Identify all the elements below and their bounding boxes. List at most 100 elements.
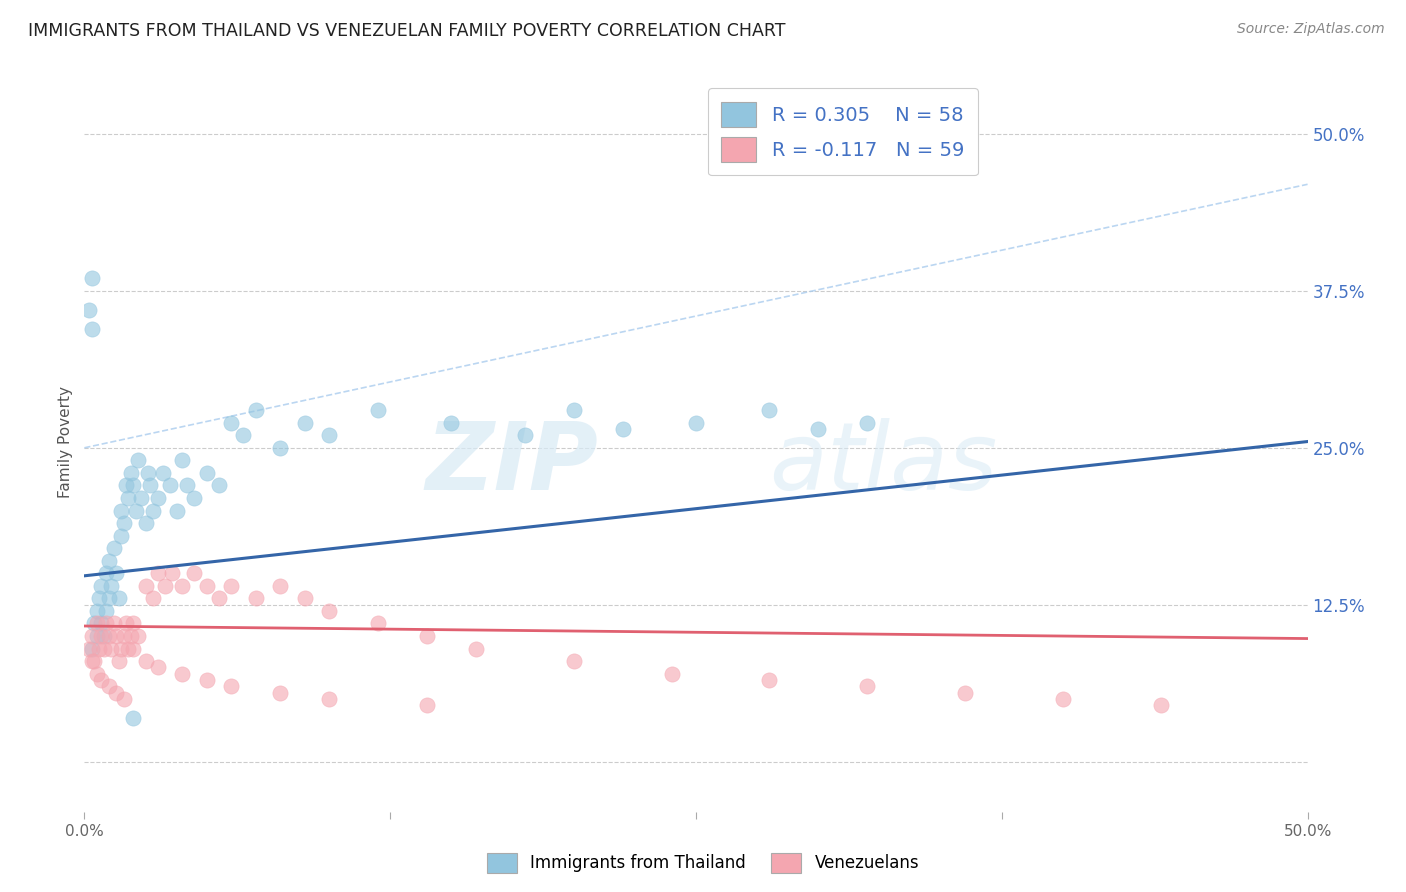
Point [122, 616, 145, 631]
Point [318, 604, 340, 618]
Point [129, 491, 152, 505]
Point [146, 660, 169, 674]
Point [856, 679, 879, 693]
Point [269, 579, 291, 593]
Point [100, 641, 122, 656]
Point [96, 566, 118, 581]
Point [122, 641, 145, 656]
Point [195, 673, 218, 687]
Point [685, 416, 707, 430]
Point [219, 679, 242, 693]
Legend: Immigrants from Thailand, Venezuelans: Immigrants from Thailand, Venezuelans [481, 847, 925, 880]
Point [112, 629, 135, 643]
Point [464, 641, 486, 656]
Point [135, 516, 157, 530]
Point [117, 491, 139, 505]
Point [807, 422, 830, 436]
Point [127, 453, 149, 467]
Point [294, 591, 316, 606]
Point [142, 503, 165, 517]
Point [80, 321, 103, 335]
Point [135, 579, 157, 593]
Point [120, 629, 142, 643]
Point [77, 302, 100, 317]
Point [152, 466, 174, 480]
Point [86, 666, 108, 681]
Point [110, 641, 132, 656]
Point [142, 591, 165, 606]
Point [86, 616, 108, 631]
Point [97, 679, 120, 693]
Text: atlas: atlas [769, 418, 998, 509]
Point [125, 503, 148, 517]
Point [105, 629, 128, 643]
Point [80, 271, 103, 285]
Text: ZIP: ZIP [425, 417, 598, 509]
Point [440, 416, 463, 430]
Point [120, 466, 142, 480]
Point [562, 654, 585, 668]
Point [115, 616, 138, 631]
Point [90, 579, 112, 593]
Point [77, 641, 100, 656]
Point [80, 654, 103, 668]
Point [758, 673, 780, 687]
Point [136, 466, 159, 480]
Point [107, 654, 129, 668]
Point [110, 529, 132, 543]
Point [110, 503, 132, 517]
Point [93, 641, 115, 656]
Point [97, 629, 120, 643]
Point [103, 616, 125, 631]
Point [269, 685, 291, 699]
Point [318, 691, 340, 706]
Point [90, 629, 112, 643]
Point [245, 403, 267, 417]
Point [86, 604, 108, 618]
Point [96, 616, 118, 631]
Point [367, 616, 389, 631]
Point [122, 478, 145, 492]
Point [176, 478, 198, 492]
Point [122, 710, 145, 724]
Point [208, 478, 231, 492]
Point [183, 491, 205, 505]
Point [195, 579, 218, 593]
Point [172, 453, 194, 467]
Point [80, 629, 103, 643]
Point [87, 641, 110, 656]
Point [208, 591, 231, 606]
Point [103, 541, 125, 556]
Point [80, 641, 103, 656]
Point [105, 566, 128, 581]
Point [758, 403, 780, 417]
Point [112, 516, 135, 530]
Point [86, 629, 108, 643]
Text: Source: ZipAtlas.com: Source: ZipAtlas.com [1237, 22, 1385, 37]
Point [219, 579, 242, 593]
Point [159, 478, 181, 492]
Point [97, 554, 120, 568]
Point [112, 691, 135, 706]
Point [219, 416, 242, 430]
Point [87, 591, 110, 606]
Point [318, 428, 340, 442]
Point [294, 416, 316, 430]
Point [183, 566, 205, 581]
Point [172, 666, 194, 681]
Point [612, 422, 634, 436]
Point [93, 629, 115, 643]
Point [105, 685, 128, 699]
Point [513, 428, 536, 442]
Point [1052, 691, 1074, 706]
Point [661, 666, 683, 681]
Point [127, 629, 149, 643]
Point [146, 491, 169, 505]
Point [100, 579, 122, 593]
Point [117, 641, 139, 656]
Point [416, 698, 439, 712]
Point [269, 441, 291, 455]
Point [115, 478, 138, 492]
Point [953, 685, 976, 699]
Text: IMMIGRANTS FROM THAILAND VS VENEZUELAN FAMILY POVERTY CORRELATION CHART: IMMIGRANTS FROM THAILAND VS VENEZUELAN F… [28, 22, 786, 40]
